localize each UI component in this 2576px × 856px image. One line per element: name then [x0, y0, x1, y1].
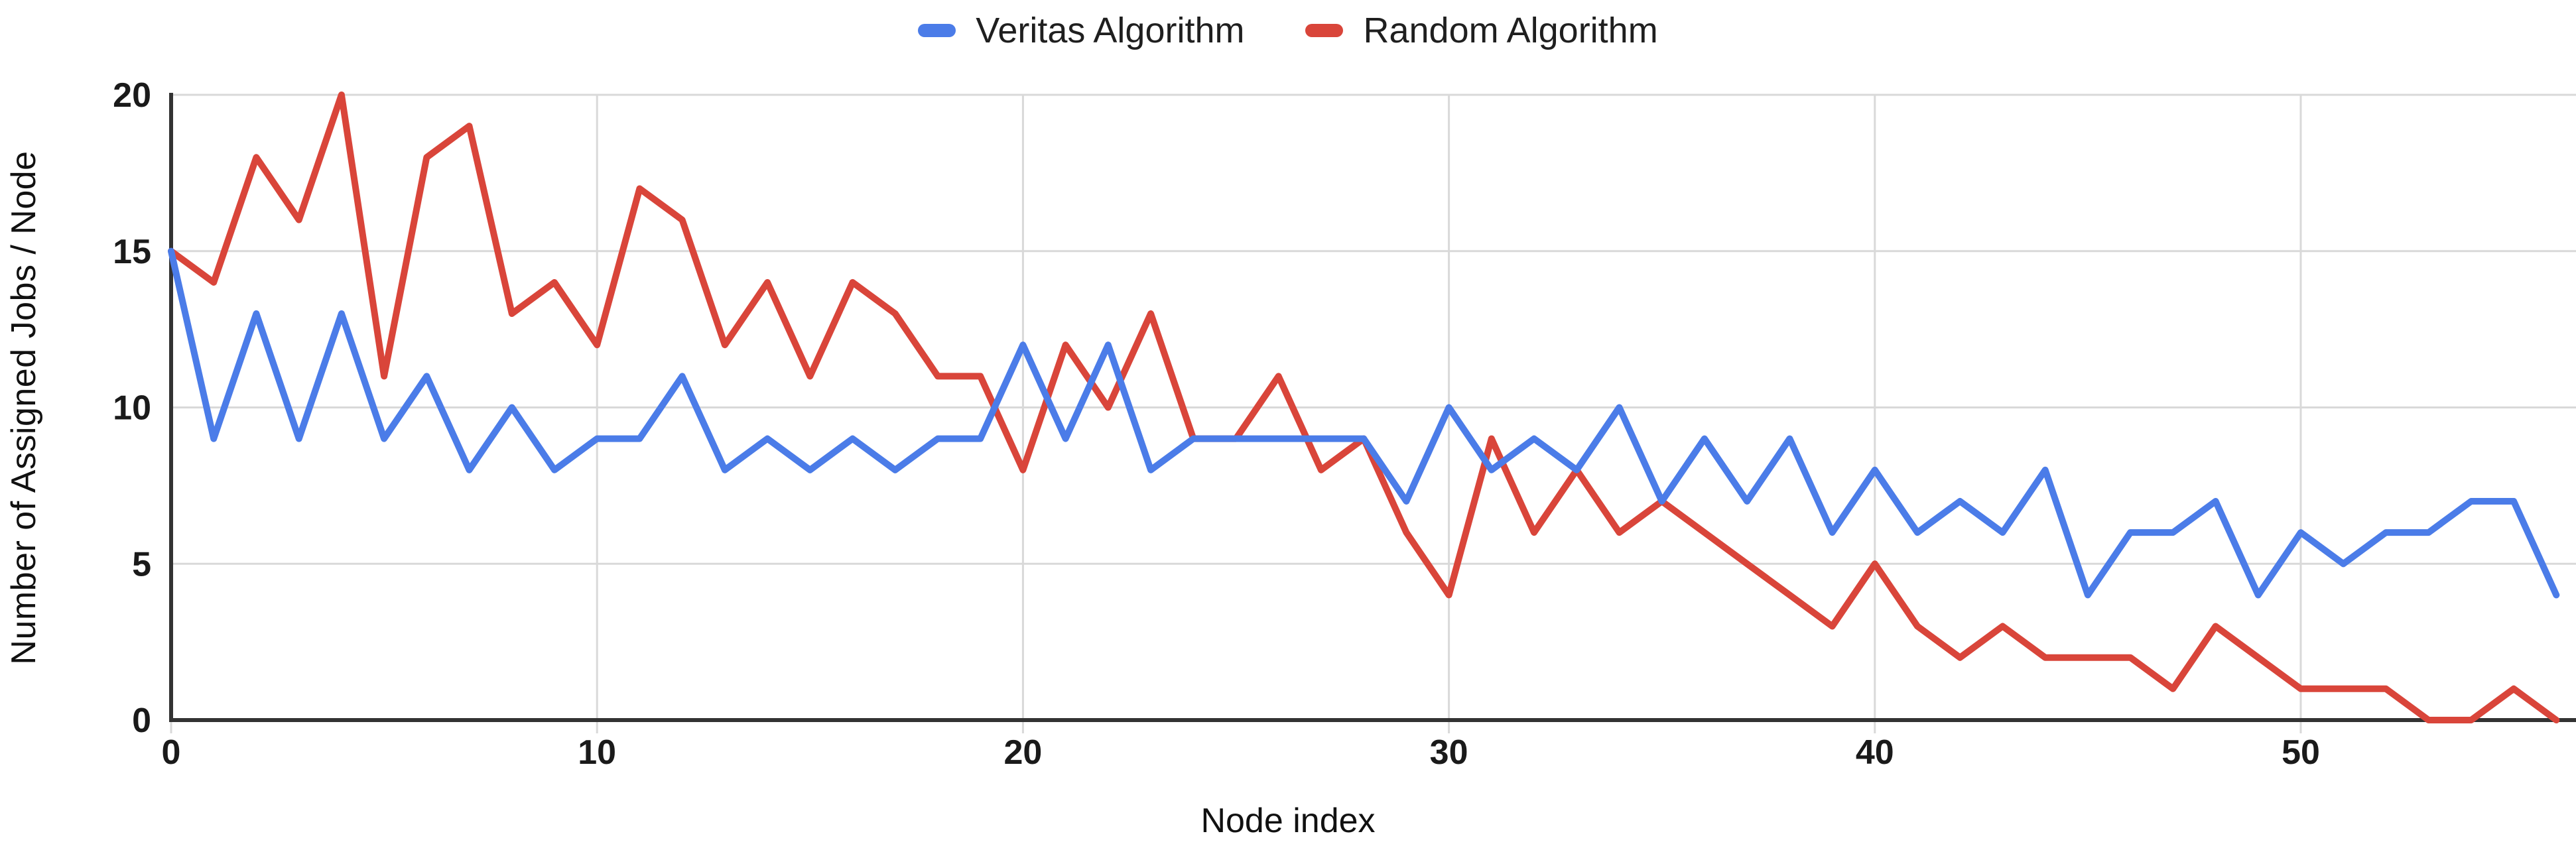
x-axis-title: Node index [1200, 802, 1376, 840]
legend-item-veritas: Veritas Algorithm [918, 13, 1244, 48]
legend: Veritas Algorithm Random Algorithm [0, 11, 2576, 50]
x-tick-label-10: 10 [578, 733, 616, 772]
x-tick-label-20: 20 [1003, 733, 1042, 772]
x-tick-label-40: 40 [1856, 733, 1894, 772]
legend-label-random: Random Algorithm [1363, 11, 1658, 50]
legend-swatch-veritas-icon [918, 24, 956, 37]
x-tick-label-30: 30 [1430, 733, 1468, 772]
legend-swatch-random-icon [1305, 24, 1344, 37]
y-tick-label-10: 10 [113, 389, 151, 428]
legend-label-veritas: Veritas Algorithm [976, 11, 1245, 50]
series-line-veritas-algorithm [168, 247, 2560, 599]
x-tick-label-50: 50 [2282, 733, 2320, 772]
x-tick-label-0: 0 [162, 733, 181, 772]
y-tick-label-5: 5 [132, 545, 151, 583]
y-tick-label-20: 20 [113, 76, 151, 115]
y-tick-label-0: 0 [132, 702, 151, 740]
legend-item-random: Random Algorithm [1305, 11, 1658, 50]
y-tick-label-15: 15 [113, 233, 151, 271]
